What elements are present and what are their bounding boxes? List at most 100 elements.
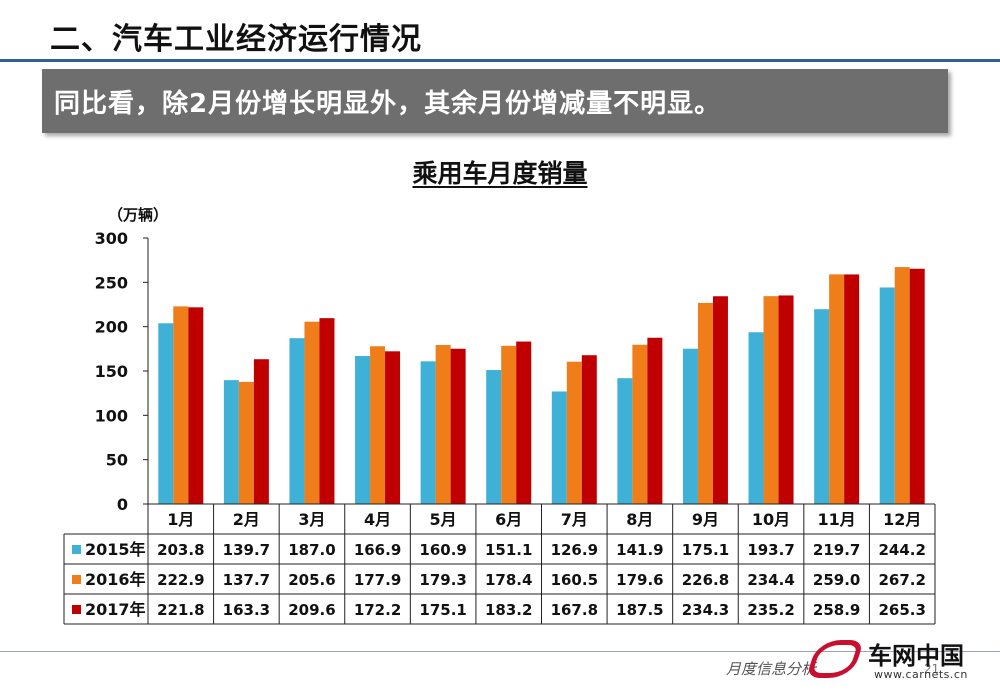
bar-2-9 [697,302,713,504]
data-value-label: 193.7 [747,541,794,559]
data-value-label: 209.6 [288,601,335,619]
bar-2-3 [304,321,320,504]
bar-3-11 [844,274,860,504]
data-value-label: 126.9 [551,541,598,559]
data-value-label: 160.9 [419,541,466,559]
bar-2-5 [435,345,451,504]
bar-1-7 [551,391,567,504]
bar-2-7 [566,361,582,504]
bar-1-4 [355,356,371,504]
legend-label: 2017年 [85,600,146,619]
summary-banner: 同比看，除2月份增长明显外，其余月份增减量不明显。 [42,69,948,133]
data-value-label: 167.8 [551,601,598,619]
category-label: 12月 [883,510,921,529]
legend-label: 2015年 [85,540,146,559]
y-tick-label: 100 [95,406,128,425]
data-value-label: 141.9 [616,541,663,559]
page-number: 21 [924,662,940,676]
category-label: 7月 [561,510,588,529]
data-value-label: 179.6 [616,571,663,589]
bar-1-10 [748,332,764,504]
carnets-logo-icon [805,640,865,678]
bar-3-5 [450,348,466,504]
data-value-label: 234.4 [747,571,794,589]
bar-1-12 [879,287,895,504]
bar-3-1 [188,307,204,504]
bar-3-10 [778,295,794,504]
bar-3-12 [909,268,925,504]
y-axis-label: （万辆） [108,206,168,224]
legend-swatch-2016年 [72,575,81,584]
y-tick-label: 200 [95,318,128,337]
data-value-label: 137.7 [223,571,270,589]
category-label: 3月 [298,510,325,529]
bar-3-9 [712,296,728,504]
y-tick-label: 300 [95,229,128,248]
bar-2-1 [173,306,189,504]
y-tick-label: 250 [95,273,128,292]
data-value-label: 187.5 [616,601,663,619]
data-value-label: 226.8 [682,571,729,589]
category-label: 9月 [692,510,719,529]
bar-1-1 [158,323,174,504]
legend-swatch-2015年 [72,545,81,554]
y-tick-label: 150 [95,362,128,381]
category-label: 6月 [495,510,522,529]
data-value-label: 267.2 [878,571,925,589]
bar-3-4 [385,351,401,504]
data-value-label: 179.3 [419,571,466,589]
bar-1-8 [617,378,633,504]
data-value-label: 166.9 [354,541,401,559]
bar-3-3 [319,318,335,504]
category-label: 4月 [364,510,391,529]
data-value-label: 203.8 [157,541,204,559]
data-value-label: 151.1 [485,541,532,559]
category-label: 1月 [167,510,194,529]
legend-label: 2016年 [85,570,146,589]
bar-3-6 [516,341,532,504]
bar-2-12 [894,267,910,504]
data-value-label: 234.3 [682,601,729,619]
data-value-label: 259.0 [813,571,860,589]
bar-2-4 [370,346,386,504]
bar-2-6 [501,345,517,504]
footer-rule [0,651,1000,652]
bar-1-5 [420,361,436,504]
bar-3-2 [253,359,269,504]
chart-plot-area: （万辆） 0 50 100 150 200 250 300 1月 2月 3月 4月 5月 6月 7月 8月 9月… [63,206,936,625]
bar-2-11 [829,274,845,504]
bar-3-7 [581,355,597,504]
summary-banner-text: 同比看，除2月份增长明显外，其余月份增减量不明显。 [54,89,722,119]
bar-1-11 [814,309,830,504]
data-value-label: 205.6 [288,571,335,589]
data-value-label: 265.3 [878,601,925,619]
bar-2-2 [238,381,254,504]
data-value-label: 175.1 [682,541,729,559]
bar-2-8 [632,344,648,504]
logo-text: 车网中国 [868,642,964,670]
category-label: 10月 [752,510,790,529]
logo-url: www.carnets.cn [874,668,968,681]
data-value-label: 177.9 [354,571,401,589]
data-value-label: 258.9 [813,601,860,619]
data-value-label: 175.1 [419,601,466,619]
data-value-label: 139.7 [223,541,270,559]
category-label: 8月 [626,510,653,529]
data-value-label: 235.2 [747,601,794,619]
y-tick-label: 0 [117,495,128,514]
page-heading: 二、汽车工业经济运行情况 [50,22,422,57]
category-label: 5月 [430,510,457,529]
data-value-label: 160.5 [551,571,598,589]
legend-swatch-2017年 [72,605,81,614]
data-value-label: 222.9 [157,571,204,589]
bar-1-6 [486,370,502,504]
data-value-label: 163.3 [223,601,270,619]
data-value-label: 183.2 [485,601,532,619]
category-label: 2月 [233,510,260,529]
footer-text: 月度信息分析 [726,660,817,678]
bar-1-9 [682,348,698,504]
data-value-label: 172.2 [354,601,401,619]
category-label: 11月 [817,510,855,529]
bar-2-10 [763,296,779,504]
